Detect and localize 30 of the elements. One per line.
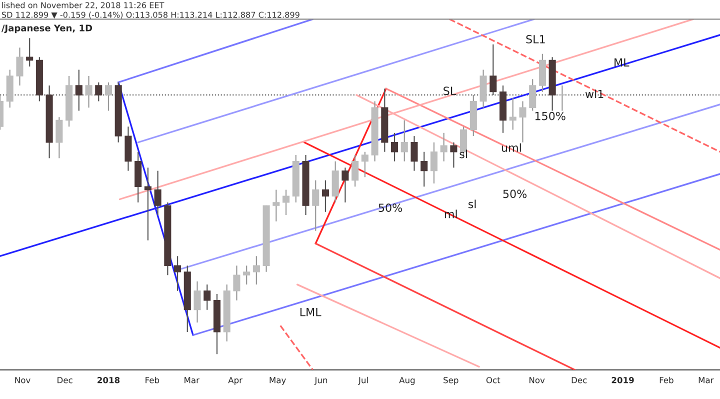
x-tick-label: Aug xyxy=(399,377,415,385)
annotation: SL xyxy=(444,86,456,96)
x-tick-label: Apr xyxy=(228,377,243,385)
x-tick-label: May xyxy=(270,377,286,385)
chart-title: /Japanese Yen, 1D xyxy=(1,24,92,34)
x-tick-label: Nov xyxy=(15,377,30,384)
annotation: LML xyxy=(300,308,322,316)
x-tick-label: 2019 xyxy=(612,376,634,384)
annotation: 50% xyxy=(503,190,527,198)
annotation: SL1 xyxy=(526,35,545,44)
annotation: sl xyxy=(468,200,476,208)
x-tick-label: Oct xyxy=(486,376,500,384)
x-tick-label: Jun xyxy=(314,377,328,385)
annotation: 150% xyxy=(535,112,566,120)
x-tick-label: Nov xyxy=(530,377,545,384)
text: SD 112.899 ▼ -0.159 (-0.14%) O:113.058 H:113.214 L:112.887 C:112.899 xyxy=(2,12,300,19)
x-tick-label: Feb xyxy=(146,376,160,384)
text: lished on November 22, 2018 11:26 EET xyxy=(2,2,164,10)
x-tick-label: Mar xyxy=(698,377,714,384)
x-tick-label: Sep xyxy=(444,376,458,385)
annotation: 50% xyxy=(378,204,402,212)
annotation: wl1 xyxy=(585,90,604,98)
x-tick-label: Feb xyxy=(660,376,674,384)
x-tick-label: Dec xyxy=(572,377,587,384)
x-tick-label: Dec xyxy=(58,377,72,384)
x-tick-label: Jul xyxy=(358,376,368,385)
annotation: uml xyxy=(502,143,521,152)
x-tick-label: Mar xyxy=(184,377,200,384)
annotation: sl xyxy=(460,150,467,158)
x-tick-label: 2018 xyxy=(98,376,120,384)
